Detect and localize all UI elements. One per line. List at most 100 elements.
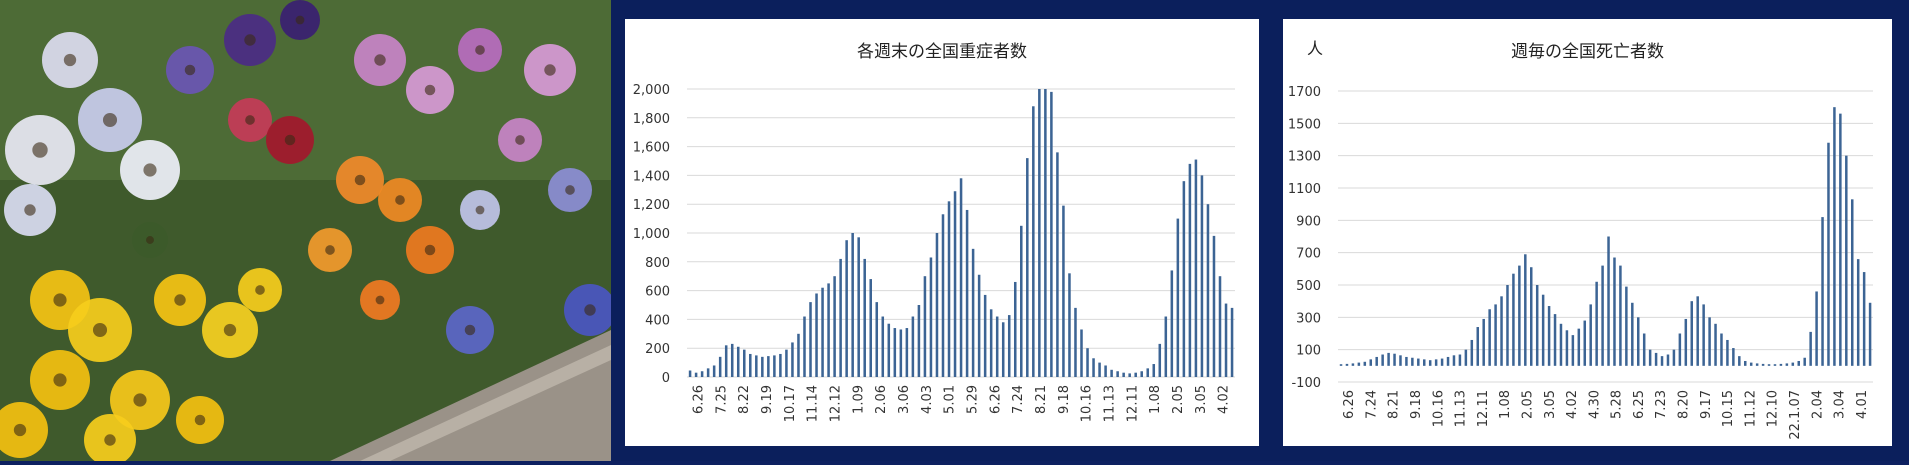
bar [905,328,909,377]
y-tick-label: 100 [1296,344,1321,359]
flower-center [475,45,485,55]
x-tick-label: 11.13 [1454,390,1469,427]
bar [1176,218,1180,377]
x-tick-label: 7.24 [1011,385,1026,414]
bar [755,355,758,377]
bar [761,356,764,377]
bar [1001,322,1005,377]
bar [1535,285,1539,366]
x-tick-label: 10.16 [1431,390,1446,427]
bar [1821,217,1824,366]
bar [1530,267,1533,366]
bar [1595,281,1598,366]
bar [1363,361,1367,366]
y-tick-label: 1,400 [633,169,670,184]
bar [1164,316,1168,377]
x-tick-label: 1.09 [851,385,866,414]
bar [1571,335,1575,366]
bar [1565,330,1569,366]
y-tick-label: 700 [1296,247,1321,262]
y-tick-label: 800 [645,256,670,271]
bar [1488,309,1491,366]
bar [1749,362,1753,366]
bar [1411,357,1414,366]
flower-center [184,64,196,76]
y-tick-label: 1,800 [633,112,670,127]
x-tick-label: 7.25 [714,385,729,414]
bar [1038,89,1041,377]
flower-center [133,393,147,407]
x-tick-label: 5.29 [965,385,980,414]
bar [1541,294,1545,366]
bar [1482,318,1485,366]
y-tick-label: 1500 [1288,117,1321,132]
flower-center [424,244,436,256]
bar [839,258,842,377]
bar [1020,225,1023,377]
y-tick-label: 300 [1296,311,1321,326]
bar [1845,155,1848,366]
x-tick-label: 4.03 [920,385,935,414]
bar [1339,364,1343,366]
x-tick-label: 2.05 [1171,385,1186,414]
bar [1607,236,1610,366]
bar [694,372,698,377]
bar [953,191,957,377]
bar [1056,152,1059,377]
bar [1092,358,1095,377]
bar [1506,285,1509,366]
bar [845,240,848,377]
bar [1524,254,1527,366]
x-tick-label: 4.02 [1217,385,1232,414]
bar [1547,306,1551,366]
bar [1134,372,1137,377]
bar [881,316,885,377]
bar [1200,175,1204,377]
bar [1732,348,1735,366]
y-tick-label: 900 [1296,214,1321,229]
y-tick-label: 2,000 [633,83,670,98]
bar [851,233,854,377]
bar [947,201,951,377]
flower-center [24,204,36,216]
bar [803,316,806,377]
bar [1212,235,1216,377]
x-tick-label: 5.28 [1610,390,1625,419]
bar [1708,317,1711,366]
flower-center [63,53,77,67]
x-tick-label: 8.22 [737,385,752,414]
bar [887,323,891,377]
flower-center [143,163,157,177]
bar [1797,360,1801,366]
bar [1803,357,1806,366]
y-tick-label: 600 [645,285,670,300]
x-tick-label: 6.26 [1342,390,1357,419]
bar [1194,159,1198,377]
bar [1738,356,1741,366]
bar [1032,106,1035,377]
bar [700,371,704,377]
bar [1601,265,1604,366]
bar [1013,281,1017,377]
bar [1464,349,1468,366]
bar [1086,348,1089,377]
x-tick-label: 11.14 [806,385,821,422]
bar [911,316,915,377]
bar [1809,331,1812,366]
bar [1158,343,1162,377]
pansy-flowerbed-photo [0,0,616,465]
flower-center [395,195,405,205]
bar [1868,302,1872,366]
bar [929,257,933,377]
bar [827,283,830,377]
bar [1434,359,1438,366]
bar [959,178,963,377]
bar [1351,363,1355,366]
bar [923,276,927,377]
bar [1666,354,1670,366]
bar [1589,304,1592,366]
bar [1369,359,1373,366]
x-tick-label: 11.12 [1743,390,1758,427]
flower-center [102,112,118,128]
x-tick-label: 3.06 [897,385,912,414]
